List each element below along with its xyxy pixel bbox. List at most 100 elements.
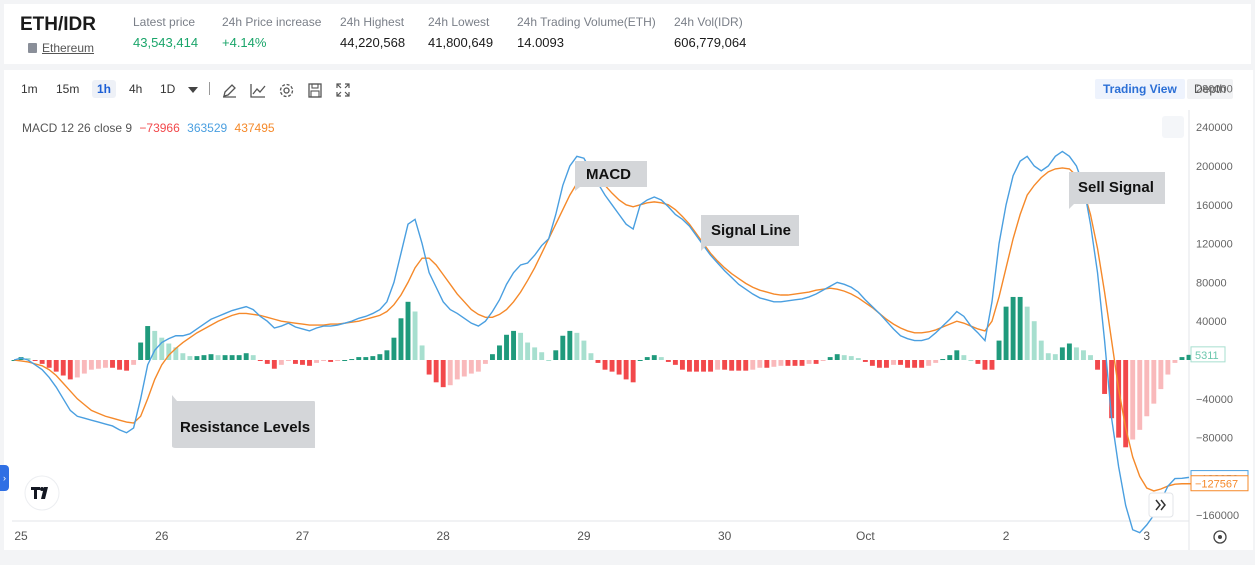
- hist-bar: [32, 360, 38, 361]
- save-icon[interactable]: [308, 83, 322, 98]
- hist-bar: [757, 360, 763, 368]
- hist-bar: [820, 360, 826, 361]
- interval-1d[interactable]: 1D: [160, 82, 176, 96]
- chart-settings-icon[interactable]: [1162, 116, 1184, 138]
- hist-bar: [834, 354, 840, 360]
- fullscreen-icon[interactable]: [336, 83, 350, 97]
- hist-bar: [243, 353, 249, 360]
- hist-bar: [1031, 321, 1037, 360]
- hist-bar: [1052, 354, 1058, 360]
- macd-chart[interactable]: 3200002800002400002000001600001200008000…: [4, 70, 1253, 550]
- depth-tab[interactable]: Depth: [1187, 79, 1234, 99]
- pen-icon[interactable]: [222, 83, 237, 98]
- hist-bar: [898, 360, 903, 365]
- hist-bar: [975, 360, 981, 364]
- hist-bar: [1165, 360, 1171, 375]
- hist-bar: [25, 358, 31, 360]
- hist-bar: [1038, 340, 1044, 360]
- price-axis: 3200002800002400002000001600001200008000…: [1196, 83, 1239, 550]
- hist-bar: [532, 347, 538, 360]
- hist-bar: [1137, 360, 1143, 430]
- y-tick-label: 280000: [1196, 83, 1233, 95]
- hist-bar: [1024, 306, 1030, 360]
- hist-bar: [623, 360, 629, 380]
- hist-bar: [1179, 357, 1185, 360]
- hist-bar: [335, 360, 341, 361]
- indicator-icon[interactable]: [250, 83, 266, 98]
- y-tick-label: −40000: [1196, 394, 1233, 406]
- hist-bar: [616, 360, 622, 375]
- hist-bar: [764, 360, 770, 368]
- y-tick-label: 240000: [1196, 122, 1233, 134]
- hist-bar: [1130, 360, 1136, 440]
- coin-link[interactable]: Ethereum: [28, 41, 94, 55]
- hist-bar: [229, 355, 235, 360]
- hist-bar: [180, 353, 186, 360]
- hist-bar: [497, 345, 502, 360]
- hist-bar: [891, 360, 896, 365]
- hist-bar: [947, 355, 953, 360]
- hist-bar: [919, 360, 925, 368]
- macd-callout-text: MACD: [586, 166, 631, 183]
- hist-bar: [841, 355, 847, 360]
- hist-bar: [384, 350, 390, 360]
- hist-bar: [201, 355, 207, 360]
- hist-bar: [95, 360, 101, 369]
- y-tick-label: 120000: [1196, 239, 1233, 251]
- goto-settings-icon[interactable]: [1213, 530, 1227, 544]
- hist-bar: [187, 356, 193, 360]
- resistance-callout: Resistance Levels: [172, 395, 315, 448]
- hist-bar: [307, 360, 312, 366]
- hist-bar: [694, 360, 699, 372]
- hist-bar: [46, 360, 52, 368]
- hist-bar: [440, 360, 446, 388]
- hist-bar: [215, 355, 221, 360]
- hist-bar: [567, 330, 573, 360]
- y-tick-label: 80000: [1196, 277, 1227, 289]
- hist-bar: [905, 360, 911, 368]
- x-tick-label: 25: [14, 529, 28, 543]
- interval-4h[interactable]: 4h: [129, 82, 143, 96]
- hist-bar: [715, 360, 721, 370]
- hist-bar: [208, 354, 214, 360]
- hist-bar: [81, 360, 87, 374]
- hist-bar: [869, 360, 875, 366]
- hist-bar: [349, 359, 355, 361]
- legend-signal-value: 437495: [234, 121, 275, 135]
- scroll-to-latest-button[interactable]: [1148, 492, 1174, 518]
- hist-bar: [912, 360, 918, 368]
- hist-bar: [884, 360, 889, 368]
- hist-bar: [482, 360, 488, 364]
- hist-bar: [426, 360, 432, 375]
- price-label-signal: −127567: [1190, 475, 1249, 492]
- hist-bar: [792, 360, 798, 366]
- hist-bar: [419, 345, 425, 360]
- interval-15m[interactable]: 15m: [56, 82, 80, 96]
- hist-bar: [1059, 347, 1065, 360]
- hist-bar: [1073, 347, 1079, 360]
- hist-bar: [996, 340, 1002, 360]
- hist-bar: [60, 360, 66, 376]
- hist-bar: [356, 357, 362, 360]
- interval-1m[interactable]: 1m: [21, 82, 38, 96]
- hist-bar: [475, 360, 481, 372]
- hist-bar: [1172, 360, 1178, 363]
- settings-icon[interactable]: [279, 83, 294, 98]
- hist-bar: [672, 360, 678, 365]
- hist-bar: [539, 352, 545, 360]
- hist-bar: [257, 360, 263, 361]
- hist-bar: [1102, 360, 1108, 394]
- hist-bar: [88, 360, 94, 370]
- trading-view-tab[interactable]: Trading View: [1095, 79, 1185, 99]
- side-panel-handle[interactable]: ›: [0, 465, 9, 491]
- hist-bar: [271, 360, 277, 369]
- hist-bar: [236, 355, 242, 360]
- hist-bar: [173, 347, 179, 360]
- x-tick-label: 28: [437, 529, 451, 543]
- tradingview-logo[interactable]: [24, 475, 60, 511]
- hist-bar: [813, 360, 819, 364]
- interval-1h[interactable]: 1h: [92, 80, 117, 98]
- hist-bar: [546, 360, 552, 361]
- caret-down-icon[interactable]: [188, 87, 198, 93]
- legend-name: MACD 12 26 close 9: [22, 121, 133, 135]
